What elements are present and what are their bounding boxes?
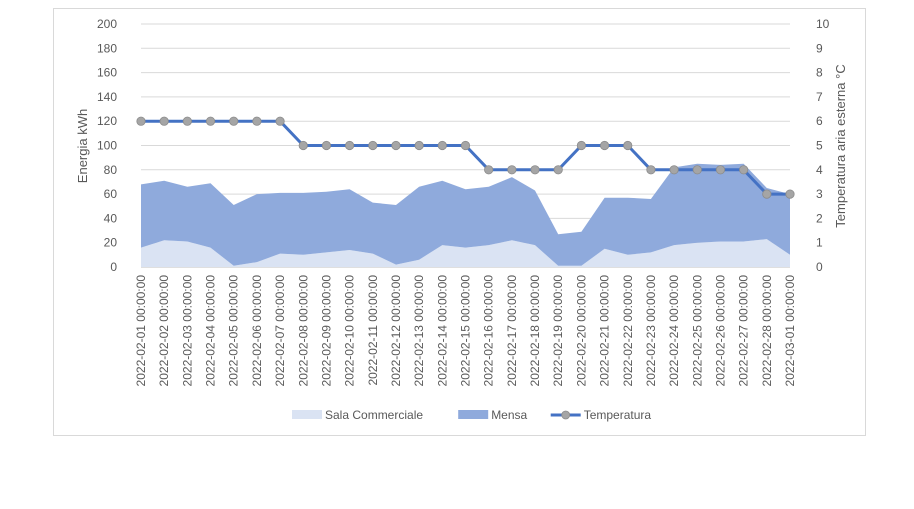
legend-label: Temperatura (584, 408, 652, 422)
legend-label: Mensa (491, 408, 527, 422)
temperature-point (414, 140, 424, 151)
temperature-point (205, 116, 216, 126)
x-tick-label: 2022-02-06 00:00:00 (250, 275, 264, 387)
temperature-series (136, 116, 795, 199)
x-tick-label: 2022-02-22 00:00:00 (621, 275, 635, 387)
temperature-point (576, 140, 586, 151)
y-axis-left-ticks: 0 20 40 60 80 100 120 140 160 180 200 (97, 17, 117, 274)
y-tick-label: 140 (97, 90, 117, 104)
area-mensa (141, 163, 790, 266)
temperature-point (484, 165, 494, 175)
x-tick-label: 2022-02-01 00:00:00 (134, 275, 148, 387)
y2-tick-label: 7 (816, 90, 823, 104)
x-tick-label: 2022-02-12 00:00:00 (389, 275, 403, 387)
y-tick-label: 100 (97, 139, 117, 153)
x-tick-label: 2022-02-09 00:00:00 (319, 275, 333, 387)
x-tick-label: 2022-02-10 00:00:00 (343, 275, 357, 387)
temperature-point (762, 189, 772, 199)
temperature-point (391, 140, 401, 151)
y2-tick-label: 6 (816, 114, 823, 128)
legend: Sala Commerciale Mensa Temperatura (292, 408, 651, 422)
y2-tick-label: 5 (816, 139, 823, 153)
x-tick-label: 2022-02-11 00:00:00 (366, 275, 380, 386)
temperature-point (553, 165, 563, 175)
temperature-point (159, 116, 169, 126)
legend-swatch (292, 410, 322, 419)
temperature-point (599, 140, 610, 151)
x-tick-label: 2022-02-13 00:00:00 (412, 275, 426, 387)
temperature-point (136, 116, 146, 126)
y-axis-left-title: Energia kWh (75, 109, 90, 183)
y-tick-label: 60 (104, 187, 118, 201)
x-tick-label: 2022-02-14 00:00:00 (435, 275, 449, 387)
temperature-point (252, 116, 262, 126)
y2-tick-label: 1 (816, 236, 823, 250)
x-tick-label: 2022-02-17 00:00:00 (505, 275, 519, 387)
temperature-point (785, 189, 795, 199)
x-tick-label: 2022-02-26 00:00:00 (714, 275, 728, 387)
x-tick-label: 2022-02-07 00:00:00 (273, 275, 287, 387)
temperature-point (646, 165, 656, 175)
temperature-point (321, 140, 332, 151)
temperature-point (507, 165, 517, 175)
x-axis-ticks: 2022-02-01 00:00:00 2022-02-02 00:00:00 20… (134, 275, 797, 387)
x-tick-label: 2022-02-28 00:00:00 (760, 275, 774, 387)
area-series (141, 163, 790, 267)
temperature-point (368, 140, 378, 151)
x-tick-label: 2022-02-03 00:00:00 (180, 275, 194, 387)
x-tick-label: 2022-02-21 00:00:00 (598, 275, 612, 387)
x-tick-label: 2022-02-16 00:00:00 (482, 275, 496, 387)
temperature-point (715, 165, 726, 175)
y2-tick-label: 10 (816, 17, 830, 31)
legend-label: Sala Commerciale (325, 408, 423, 422)
y2-tick-label: 0 (816, 260, 823, 274)
x-tick-label: 2022-02-23 00:00:00 (644, 275, 658, 387)
x-tick-label: 2022-02-18 00:00:00 (528, 275, 542, 387)
y2-tick-label: 8 (816, 66, 823, 80)
temperature-point (739, 165, 749, 175)
y-tick-label: 160 (97, 66, 117, 80)
x-tick-label: 2022-02-02 00:00:00 (157, 275, 171, 387)
chart-container: 0 20 40 60 80 100 120 140 160 180 200 0 1 2 3 4 5 6 7 8 9 10… (53, 8, 866, 436)
x-tick-label: 2022-03-01 00:00:00 (783, 275, 797, 387)
temperature-point (275, 116, 285, 126)
temperature-point (460, 140, 471, 151)
y2-tick-label: 4 (816, 163, 823, 177)
area-sala-commerciale (141, 239, 790, 267)
x-tick-label: 2022-02-19 00:00:00 (551, 275, 565, 387)
y-axis-right-title: Temperatura aria esterna °C (833, 64, 848, 227)
temperature-point (345, 140, 355, 151)
temperature-point (669, 165, 679, 175)
chart-svg: 0 20 40 60 80 100 120 140 160 180 200 0 1 2 3 4 5 6 7 8 9 10… (75, 17, 848, 422)
y-tick-label: 80 (104, 163, 118, 177)
y2-tick-label: 2 (816, 211, 823, 225)
y2-tick-label: 9 (816, 41, 823, 55)
temperature-point (623, 140, 633, 151)
legend-marker (561, 410, 571, 420)
y-tick-label: 0 (110, 260, 117, 274)
x-tick-label: 2022-02-04 00:00:00 (204, 275, 218, 387)
temperature-point (229, 116, 239, 126)
y-tick-label: 120 (97, 114, 117, 128)
y2-tick-label: 3 (816, 187, 823, 201)
x-tick-label: 2022-02-20 00:00:00 (574, 275, 588, 387)
y-axis-right-ticks: 0 1 2 3 4 5 6 7 8 9 10 (816, 17, 830, 274)
legend-swatch (458, 410, 489, 419)
y-tick-label: 200 (97, 17, 117, 31)
x-tick-label: 2022-02-27 00:00:00 (737, 275, 751, 387)
temperature-point (182, 116, 192, 126)
y-tick-label: 180 (97, 41, 117, 55)
x-tick-label: 2022-02-25 00:00:00 (690, 275, 704, 387)
temperature-point (298, 140, 308, 151)
y-tick-label: 20 (104, 236, 118, 250)
temperature-point (530, 165, 540, 175)
x-tick-label: 2022-02-24 00:00:00 (667, 275, 681, 387)
temperature-point (437, 140, 447, 151)
x-tick-label: 2022-02-08 00:00:00 (296, 275, 310, 387)
x-tick-label: 2022-02-05 00:00:00 (227, 275, 241, 387)
x-tick-label: 2022-02-15 00:00:00 (459, 275, 473, 387)
temperature-point (692, 165, 702, 175)
y-tick-label: 40 (104, 211, 118, 225)
